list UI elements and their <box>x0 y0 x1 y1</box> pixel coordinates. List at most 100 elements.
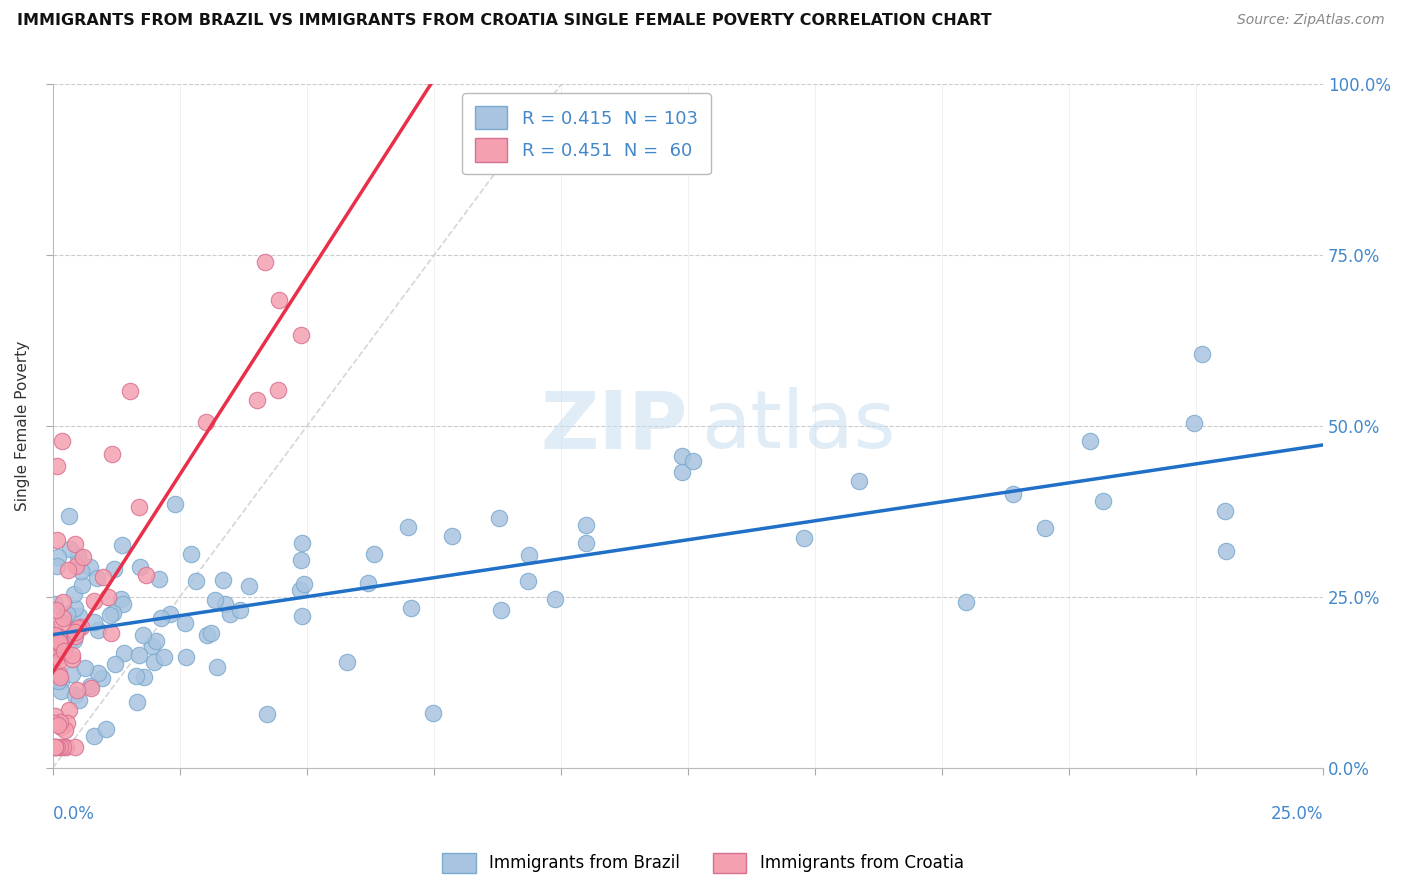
Point <box>70 578 93 592</box>
Point <box>256 706 278 721</box>
Legend: Immigrants from Brazil, Immigrants from Croatia: Immigrants from Brazil, Immigrants from … <box>436 847 970 880</box>
Text: 25.0%: 25.0% <box>1271 805 1323 823</box>
Point <box>153 650 176 665</box>
Point <box>44 708 66 723</box>
Point <box>128 560 150 574</box>
Point <box>145 634 167 648</box>
Point <box>267 383 290 397</box>
Point <box>112 646 135 660</box>
Point <box>174 616 197 631</box>
Point <box>671 465 693 479</box>
Point <box>45 644 67 658</box>
Point <box>100 447 122 461</box>
Point <box>180 547 202 561</box>
Point <box>55 740 77 755</box>
Point <box>46 533 69 547</box>
Point <box>1184 417 1206 431</box>
Point <box>111 538 134 552</box>
Point <box>72 549 94 564</box>
Point <box>59 634 82 648</box>
Point <box>212 573 235 587</box>
Point <box>48 740 70 755</box>
Point <box>45 740 67 755</box>
Point <box>363 547 385 561</box>
Point <box>290 327 312 342</box>
Legend: R = 0.415  N = 103, R = 0.451  N =  60: R = 0.415 N = 103, R = 0.451 N = 60 <box>463 94 710 174</box>
Point <box>135 568 157 582</box>
Point <box>44 740 66 755</box>
Point <box>42 715 65 730</box>
Point <box>46 673 69 688</box>
Point <box>104 657 127 672</box>
Point <box>52 611 75 625</box>
Point <box>488 511 510 525</box>
Point <box>48 718 70 732</box>
Point <box>1035 521 1057 535</box>
Point <box>48 670 70 684</box>
Point <box>58 508 80 523</box>
Point <box>671 449 693 463</box>
Point <box>63 688 86 702</box>
Point <box>79 681 101 695</box>
Point <box>204 592 226 607</box>
Point <box>83 615 105 629</box>
Point <box>219 607 242 622</box>
Point <box>83 730 105 744</box>
Point <box>253 255 276 269</box>
Point <box>291 535 314 549</box>
Point <box>543 592 565 607</box>
Point <box>194 415 217 429</box>
Point <box>63 536 86 550</box>
Point <box>269 293 291 307</box>
Point <box>87 623 110 637</box>
Point <box>1092 494 1115 508</box>
Point <box>163 497 186 511</box>
Point <box>49 684 72 698</box>
Point <box>91 569 114 583</box>
Point <box>238 579 260 593</box>
Point <box>62 667 84 681</box>
Point <box>62 648 84 663</box>
Point <box>79 559 101 574</box>
Point <box>51 434 73 448</box>
Point <box>246 392 269 407</box>
Point <box>128 648 150 662</box>
Point <box>288 583 311 598</box>
Point <box>70 620 93 634</box>
Point <box>848 474 870 488</box>
Point <box>150 610 173 624</box>
Point <box>132 628 155 642</box>
Point <box>1215 544 1237 558</box>
Point <box>793 531 815 545</box>
Point <box>67 609 90 624</box>
Point <box>1002 487 1025 501</box>
Point <box>62 633 84 648</box>
Point <box>49 653 72 667</box>
Text: IMMIGRANTS FROM BRAZIL VS IMMIGRANTS FROM CROATIA SINGLE FEMALE POVERTY CORRELAT: IMMIGRANTS FROM BRAZIL VS IMMIGRANTS FRO… <box>17 13 991 29</box>
Point <box>103 562 125 576</box>
Point <box>79 679 101 693</box>
Point <box>98 608 121 623</box>
Point <box>101 606 124 620</box>
Point <box>143 655 166 669</box>
Point <box>70 564 93 578</box>
Point <box>60 652 83 666</box>
Point <box>49 714 72 729</box>
Point <box>200 626 222 640</box>
Point <box>441 529 464 543</box>
Point <box>52 740 75 755</box>
Point <box>94 723 117 737</box>
Point <box>517 548 540 562</box>
Point <box>148 572 170 586</box>
Point <box>48 635 70 649</box>
Point <box>159 607 181 622</box>
Point <box>42 642 65 657</box>
Point <box>46 549 69 564</box>
Point <box>174 650 197 665</box>
Point <box>292 577 315 591</box>
Point <box>51 616 73 631</box>
Point <box>291 609 314 624</box>
Point <box>110 592 132 607</box>
Point <box>205 659 228 673</box>
Point <box>46 559 69 574</box>
